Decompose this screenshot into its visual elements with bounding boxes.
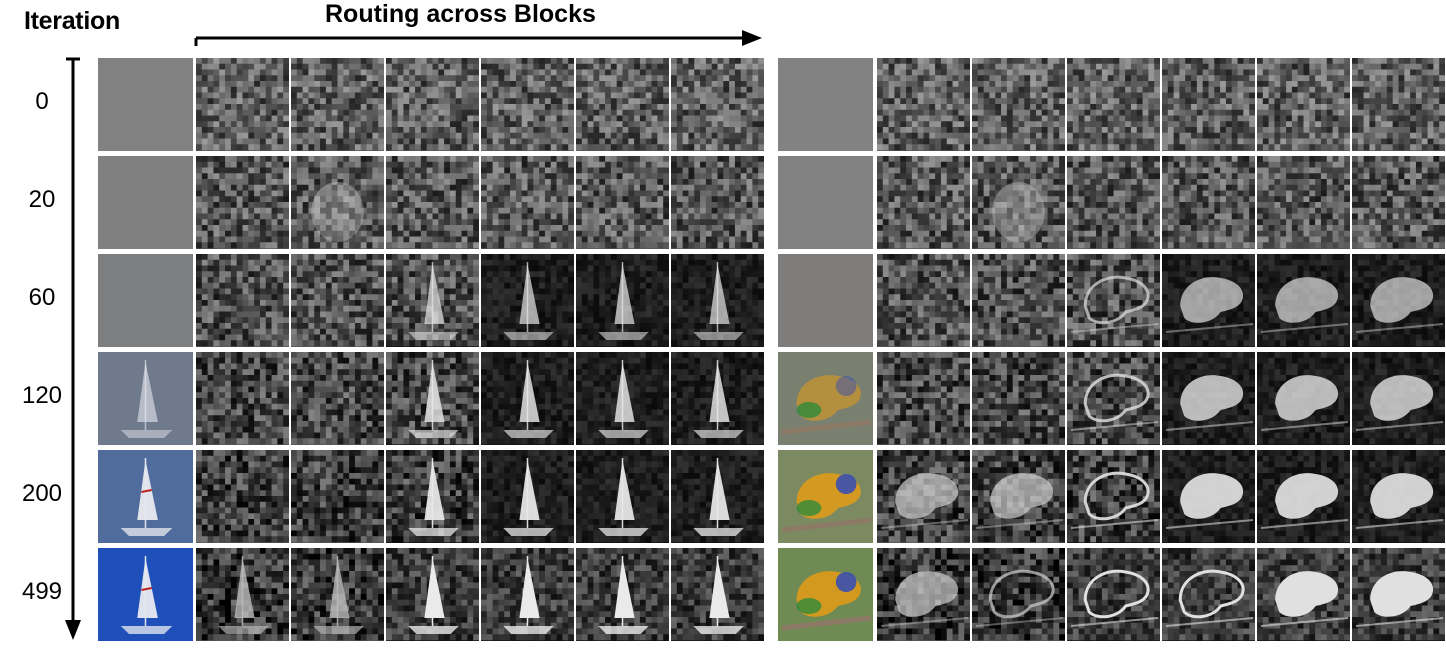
parrot-input-image bbox=[778, 156, 873, 249]
sailboat-block-map bbox=[196, 254, 289, 347]
sailboat-block-map bbox=[291, 548, 384, 641]
sailboat-input-image bbox=[98, 450, 193, 543]
sailboat-block-map bbox=[481, 450, 574, 543]
iteration-label: 20 bbox=[28, 186, 56, 213]
parrot-block-map bbox=[972, 450, 1065, 543]
sailboat-block-map bbox=[196, 352, 289, 445]
sailboat-block-map bbox=[576, 548, 669, 641]
sailboat-input-image bbox=[98, 548, 193, 641]
sailboat-block-map bbox=[481, 548, 574, 641]
sailboat-block-map bbox=[196, 58, 289, 151]
parrot-block-map bbox=[1257, 254, 1350, 347]
parrot-block-map bbox=[1257, 548, 1350, 641]
parrot-block-map bbox=[1162, 548, 1255, 641]
routing-title: Routing across Blocks bbox=[325, 0, 596, 28]
sailboat-block-map bbox=[671, 548, 764, 641]
parrot-block-map bbox=[1067, 548, 1160, 641]
parrot-block-map bbox=[1257, 58, 1350, 151]
sailboat-block-map bbox=[386, 548, 479, 641]
parrot-input-image bbox=[778, 450, 873, 543]
sailboat-block-map bbox=[481, 352, 574, 445]
parrot-block-map bbox=[1162, 450, 1255, 543]
sailboat-block-map bbox=[291, 352, 384, 445]
sailboat-block-map bbox=[386, 156, 479, 249]
parrot-block-map bbox=[877, 58, 970, 151]
sailboat-block-map bbox=[481, 58, 574, 151]
parrot-block-map bbox=[1352, 58, 1445, 151]
sailboat-block-map bbox=[196, 548, 289, 641]
sailboat-block-map bbox=[576, 156, 669, 249]
parrot-block-map bbox=[1067, 58, 1160, 151]
sailboat-block-map bbox=[671, 352, 764, 445]
parrot-block-map bbox=[972, 156, 1065, 249]
parrot-block-map bbox=[877, 352, 970, 445]
parrot-input-image bbox=[778, 254, 873, 347]
iteration-label: 120 bbox=[21, 382, 63, 409]
parrot-block-map bbox=[877, 254, 970, 347]
sailboat-block-map bbox=[671, 450, 764, 543]
parrot-block-map bbox=[1067, 352, 1160, 445]
sailboat-input-image bbox=[98, 156, 193, 249]
parrot-block-map bbox=[972, 58, 1065, 151]
sailboat-block-map bbox=[291, 156, 384, 249]
sailboat-block-map bbox=[576, 254, 669, 347]
sailboat-block-map bbox=[481, 156, 574, 249]
sailboat-block-map bbox=[671, 156, 764, 249]
sailboat-block-map bbox=[671, 254, 764, 347]
parrot-block-map bbox=[1162, 58, 1255, 151]
parrot-block-map bbox=[1067, 156, 1160, 249]
parrot-block-map bbox=[1257, 450, 1350, 543]
iteration-label: 60 bbox=[28, 284, 56, 311]
iteration-arrow bbox=[65, 57, 81, 640]
sailboat-block-map bbox=[386, 58, 479, 151]
parrot-input-image bbox=[778, 548, 873, 641]
parrot-block-map bbox=[1067, 450, 1160, 543]
parrot-block-map bbox=[1162, 352, 1255, 445]
parrot-block-map bbox=[1067, 254, 1160, 347]
parrot-block-map bbox=[877, 156, 970, 249]
sailboat-block-map bbox=[291, 58, 384, 151]
sailboat-block-map bbox=[671, 58, 764, 151]
parrot-block-map bbox=[1162, 156, 1255, 249]
parrot-block-map bbox=[877, 450, 970, 543]
parrot-block-map bbox=[1352, 156, 1445, 249]
routing-arrow bbox=[194, 30, 762, 46]
sailboat-input-image bbox=[98, 58, 193, 151]
parrot-block-map bbox=[972, 352, 1065, 445]
sailboat-block-map bbox=[576, 450, 669, 543]
iteration-label: 0 bbox=[35, 88, 49, 115]
parrot-block-map bbox=[972, 548, 1065, 641]
parrot-block-map bbox=[1257, 156, 1350, 249]
parrot-input-image bbox=[778, 58, 873, 151]
parrot-block-map bbox=[1352, 548, 1445, 641]
parrot-block-map bbox=[1352, 450, 1445, 543]
sailboat-block-map bbox=[386, 450, 479, 543]
iteration-axis-title: Iteration bbox=[24, 7, 120, 35]
sailboat-block-map bbox=[576, 58, 669, 151]
sailboat-input-image bbox=[98, 352, 193, 445]
parrot-block-map bbox=[1257, 352, 1350, 445]
sailboat-block-map bbox=[481, 254, 574, 347]
sailboat-block-map bbox=[291, 450, 384, 543]
parrot-block-map bbox=[1352, 254, 1445, 347]
parrot-block-map bbox=[1162, 254, 1255, 347]
sailboat-block-map bbox=[196, 156, 289, 249]
parrot-block-map bbox=[972, 254, 1065, 347]
sailboat-block-map bbox=[291, 254, 384, 347]
sailboat-block-map bbox=[196, 450, 289, 543]
sailboat-block-map bbox=[386, 352, 479, 445]
iteration-label: 499 bbox=[21, 578, 63, 605]
sailboat-block-map bbox=[576, 352, 669, 445]
parrot-block-map bbox=[1352, 352, 1445, 445]
sailboat-block-map bbox=[386, 254, 479, 347]
parrot-block-map bbox=[877, 548, 970, 641]
sailboat-input-image bbox=[98, 254, 193, 347]
iteration-label: 200 bbox=[21, 480, 63, 507]
parrot-input-image bbox=[778, 352, 873, 445]
